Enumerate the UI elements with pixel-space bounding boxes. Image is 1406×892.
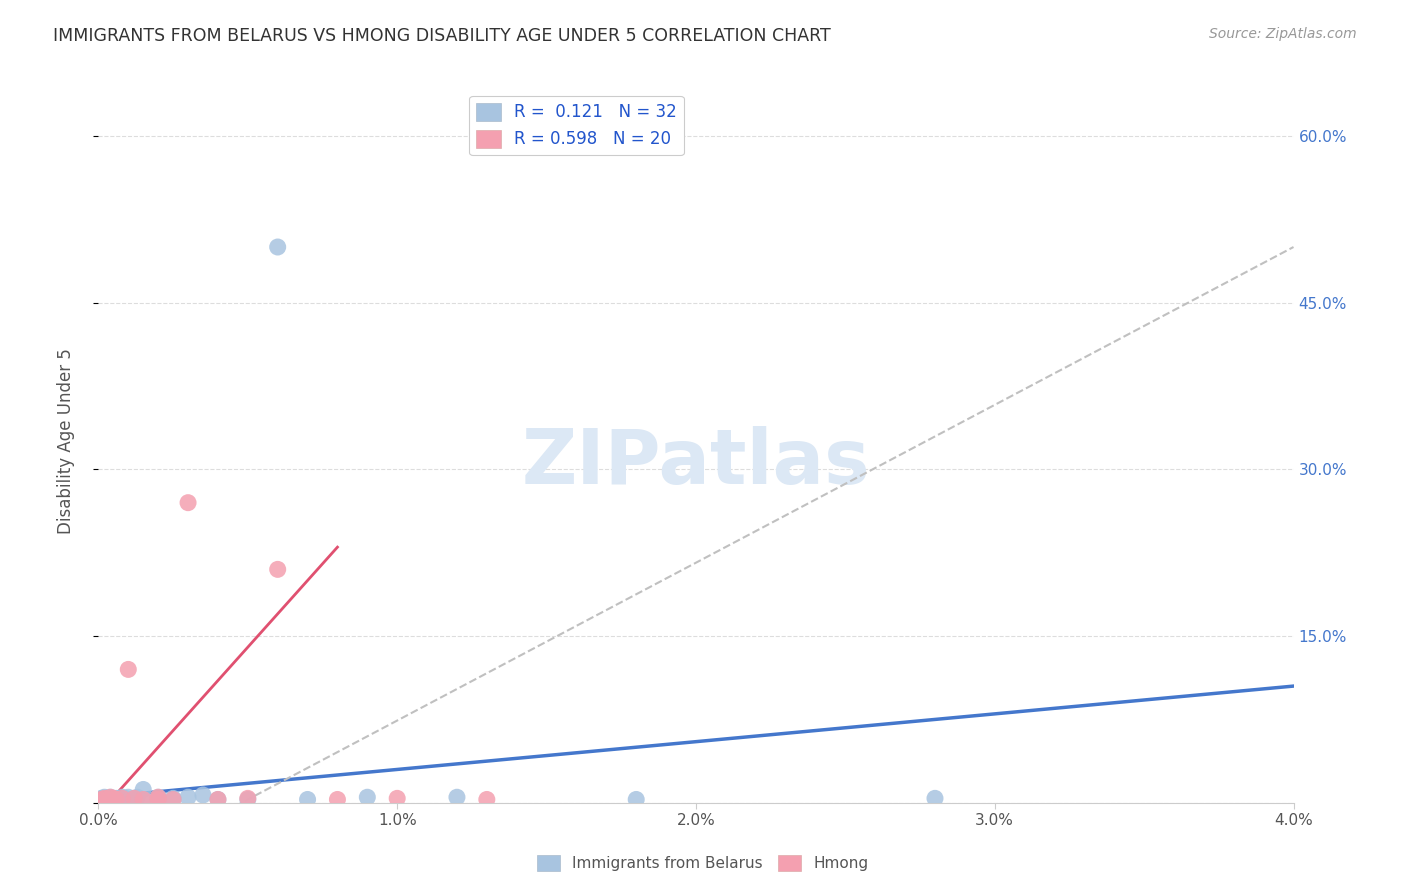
Point xyxy=(132,782,155,797)
Point xyxy=(446,790,468,805)
Point xyxy=(103,791,125,805)
Text: ZIPatlas: ZIPatlas xyxy=(522,426,870,500)
Text: Source: ZipAtlas.com: Source: ZipAtlas.com xyxy=(1209,27,1357,41)
Point xyxy=(117,662,139,676)
Point xyxy=(127,790,149,805)
Point xyxy=(207,792,229,806)
Point xyxy=(114,791,136,805)
Point xyxy=(93,791,115,805)
Point xyxy=(103,792,125,806)
Point xyxy=(111,791,134,805)
Point xyxy=(117,790,139,805)
Point xyxy=(385,791,409,805)
Point xyxy=(93,790,115,805)
Point xyxy=(132,792,155,806)
Point xyxy=(98,790,122,805)
Point xyxy=(924,791,946,805)
Point xyxy=(326,792,349,806)
Point xyxy=(93,792,115,806)
Point xyxy=(90,792,112,806)
Point xyxy=(90,791,112,805)
Point xyxy=(177,496,200,510)
Point xyxy=(105,791,128,805)
Point xyxy=(162,791,184,805)
Point xyxy=(111,790,134,805)
Point xyxy=(132,792,155,806)
Point xyxy=(105,792,128,806)
Point xyxy=(124,791,146,805)
Point xyxy=(148,790,170,805)
Point xyxy=(267,240,290,254)
Point xyxy=(207,792,229,806)
Point xyxy=(297,792,319,806)
Point xyxy=(267,562,290,576)
Point xyxy=(96,791,118,805)
Point xyxy=(103,791,125,805)
Point xyxy=(148,790,170,805)
Point xyxy=(356,790,378,805)
Point xyxy=(96,792,118,806)
Point xyxy=(236,792,259,806)
Point xyxy=(148,792,170,806)
Text: IMMIGRANTS FROM BELARUS VS HMONG DISABILITY AGE UNDER 5 CORRELATION CHART: IMMIGRANTS FROM BELARUS VS HMONG DISABIL… xyxy=(53,27,831,45)
Point xyxy=(98,790,122,805)
Point xyxy=(162,792,184,806)
Point xyxy=(626,792,648,806)
Point xyxy=(98,792,122,806)
Point xyxy=(177,790,200,805)
Point xyxy=(96,792,118,806)
Point xyxy=(108,792,131,806)
Y-axis label: Disability Age Under 5: Disability Age Under 5 xyxy=(56,349,75,534)
Point xyxy=(191,788,214,802)
Legend: R =  0.121   N = 32, R = 0.598   N = 20: R = 0.121 N = 32, R = 0.598 N = 20 xyxy=(470,95,683,155)
Point xyxy=(124,791,146,805)
Point xyxy=(236,791,259,805)
Point xyxy=(117,792,139,806)
Legend: Immigrants from Belarus, Hmong: Immigrants from Belarus, Hmong xyxy=(531,849,875,877)
Point xyxy=(148,792,170,806)
Point xyxy=(475,792,498,806)
